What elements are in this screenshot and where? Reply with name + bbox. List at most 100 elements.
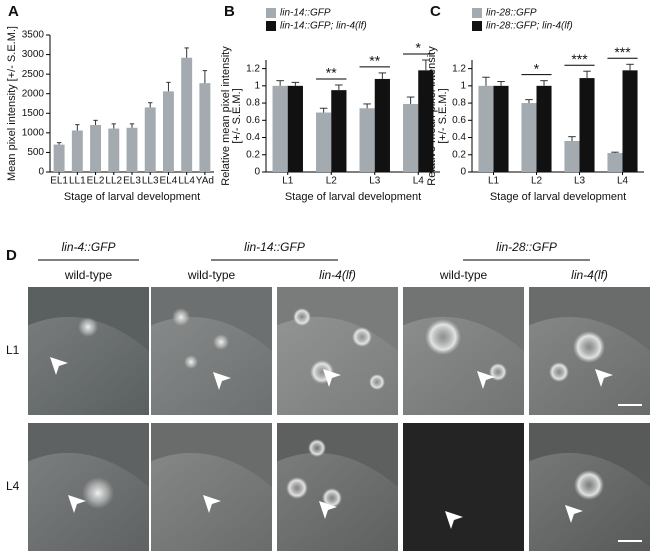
y-tick-label: 2500 bbox=[22, 69, 45, 80]
micrograph bbox=[403, 423, 524, 551]
nucleus bbox=[549, 362, 569, 382]
y-axis-label: Relative mean pixel intensity bbox=[426, 46, 438, 186]
x-tick-label: LL1 bbox=[69, 176, 86, 187]
worm-body bbox=[529, 316, 650, 415]
y-tick-label: 0.2 bbox=[452, 149, 466, 160]
y-tick-label: 0.8 bbox=[452, 98, 466, 109]
y-tick-label: 3500 bbox=[22, 30, 45, 41]
x-axis-label: Stage of larval development bbox=[64, 191, 200, 203]
nucleus bbox=[293, 308, 311, 326]
group-title: lin-4::GFP bbox=[61, 240, 115, 254]
x-tick-label: EL1 bbox=[50, 176, 68, 187]
bar bbox=[493, 85, 509, 172]
y-tick-label: 1 bbox=[254, 80, 260, 91]
bar bbox=[162, 91, 174, 172]
arrowhead bbox=[445, 511, 463, 529]
x-tick-label: LL3 bbox=[142, 176, 159, 187]
bar bbox=[90, 125, 102, 172]
bar bbox=[521, 103, 537, 172]
x-tick-label: L4 bbox=[617, 176, 629, 187]
bar bbox=[53, 144, 65, 172]
y-tick-label: 0.8 bbox=[246, 98, 260, 109]
x-tick-label: L1 bbox=[488, 176, 500, 187]
bar bbox=[374, 78, 390, 172]
significance-label: *** bbox=[571, 51, 588, 67]
x-tick-label: LL4 bbox=[178, 176, 195, 187]
nucleus bbox=[352, 327, 372, 347]
bar bbox=[108, 128, 120, 172]
bar bbox=[144, 107, 156, 172]
nucleus bbox=[573, 331, 605, 363]
y-tick-label: 1 bbox=[460, 80, 466, 91]
bar bbox=[359, 108, 375, 172]
arrowhead bbox=[477, 371, 495, 389]
nucleus bbox=[184, 355, 198, 369]
x-axis-label: Stage of larval development bbox=[490, 191, 626, 203]
bar bbox=[316, 112, 332, 172]
bar bbox=[181, 57, 193, 172]
nucleus bbox=[172, 308, 190, 326]
y-tick-label: 0 bbox=[38, 167, 44, 178]
x-tick-label: L3 bbox=[574, 176, 586, 187]
bar bbox=[287, 85, 303, 172]
arrowhead bbox=[50, 357, 68, 375]
condition-label: wild-type bbox=[187, 268, 236, 282]
group-title: lin-14::GFP bbox=[244, 240, 305, 254]
x-tick-label: L3 bbox=[369, 176, 381, 187]
nucleus bbox=[78, 317, 98, 337]
y-axis-label: Relative mean pixel intensity bbox=[220, 46, 232, 186]
bar bbox=[579, 78, 595, 172]
y-tick-label: 0.4 bbox=[246, 132, 260, 143]
nucleus bbox=[369, 374, 385, 390]
arrowhead bbox=[595, 369, 613, 387]
x-tick-label: L2 bbox=[531, 176, 543, 187]
y-tick-label: 500 bbox=[27, 147, 44, 158]
x-tick-label: L2 bbox=[326, 176, 338, 187]
y-axis-label: [+/- S.E.M.] bbox=[437, 88, 449, 143]
arrowhead bbox=[319, 501, 337, 519]
x-tick-label: EL3 bbox=[123, 176, 141, 187]
nucleus bbox=[308, 439, 326, 457]
legend-label: lin-28::GFP bbox=[486, 8, 537, 19]
bar bbox=[622, 70, 638, 172]
arrowhead bbox=[213, 372, 231, 390]
y-tick-label: 0 bbox=[254, 167, 260, 178]
y-tick-label: 0.6 bbox=[246, 115, 260, 126]
bar bbox=[331, 90, 347, 172]
legend-swatch bbox=[472, 8, 482, 18]
panel-label: D bbox=[6, 247, 17, 264]
legend-swatch bbox=[266, 8, 276, 18]
nucleus bbox=[213, 334, 229, 350]
group-title: lin-28::GFP bbox=[496, 240, 557, 254]
significance-label: ** bbox=[369, 53, 380, 69]
nucleus bbox=[286, 477, 308, 499]
x-tick-label: L4 bbox=[413, 176, 425, 187]
x-axis-label: Stage of larval development bbox=[285, 191, 421, 203]
worm-body bbox=[151, 316, 272, 415]
legend-swatch bbox=[266, 21, 276, 31]
condition-label: lin-4(lf) bbox=[319, 268, 356, 282]
x-tick-label: LL2 bbox=[105, 176, 122, 187]
bar bbox=[478, 85, 494, 172]
y-tick-label: 1.2 bbox=[246, 63, 260, 74]
significance-label: * bbox=[534, 60, 540, 76]
nucleus bbox=[322, 488, 342, 508]
panel-label: A bbox=[8, 3, 19, 20]
nucleus bbox=[489, 363, 507, 381]
bar bbox=[536, 85, 552, 172]
bar bbox=[272, 85, 288, 172]
arrowhead bbox=[68, 495, 86, 513]
y-tick-label: 1500 bbox=[22, 108, 45, 119]
nucleus bbox=[82, 477, 114, 509]
y-tick-label: 3000 bbox=[22, 49, 45, 60]
legend-label: lin-28::GFP; lin-4(lf) bbox=[486, 21, 573, 32]
worm-body bbox=[529, 452, 650, 551]
y-tick-label: 1000 bbox=[22, 127, 45, 138]
significance-label: *** bbox=[614, 44, 631, 60]
bar bbox=[564, 140, 580, 172]
nucleus bbox=[574, 470, 604, 500]
condition-label: wild-type bbox=[439, 268, 488, 282]
arrowhead bbox=[565, 505, 583, 523]
bar bbox=[403, 103, 419, 172]
